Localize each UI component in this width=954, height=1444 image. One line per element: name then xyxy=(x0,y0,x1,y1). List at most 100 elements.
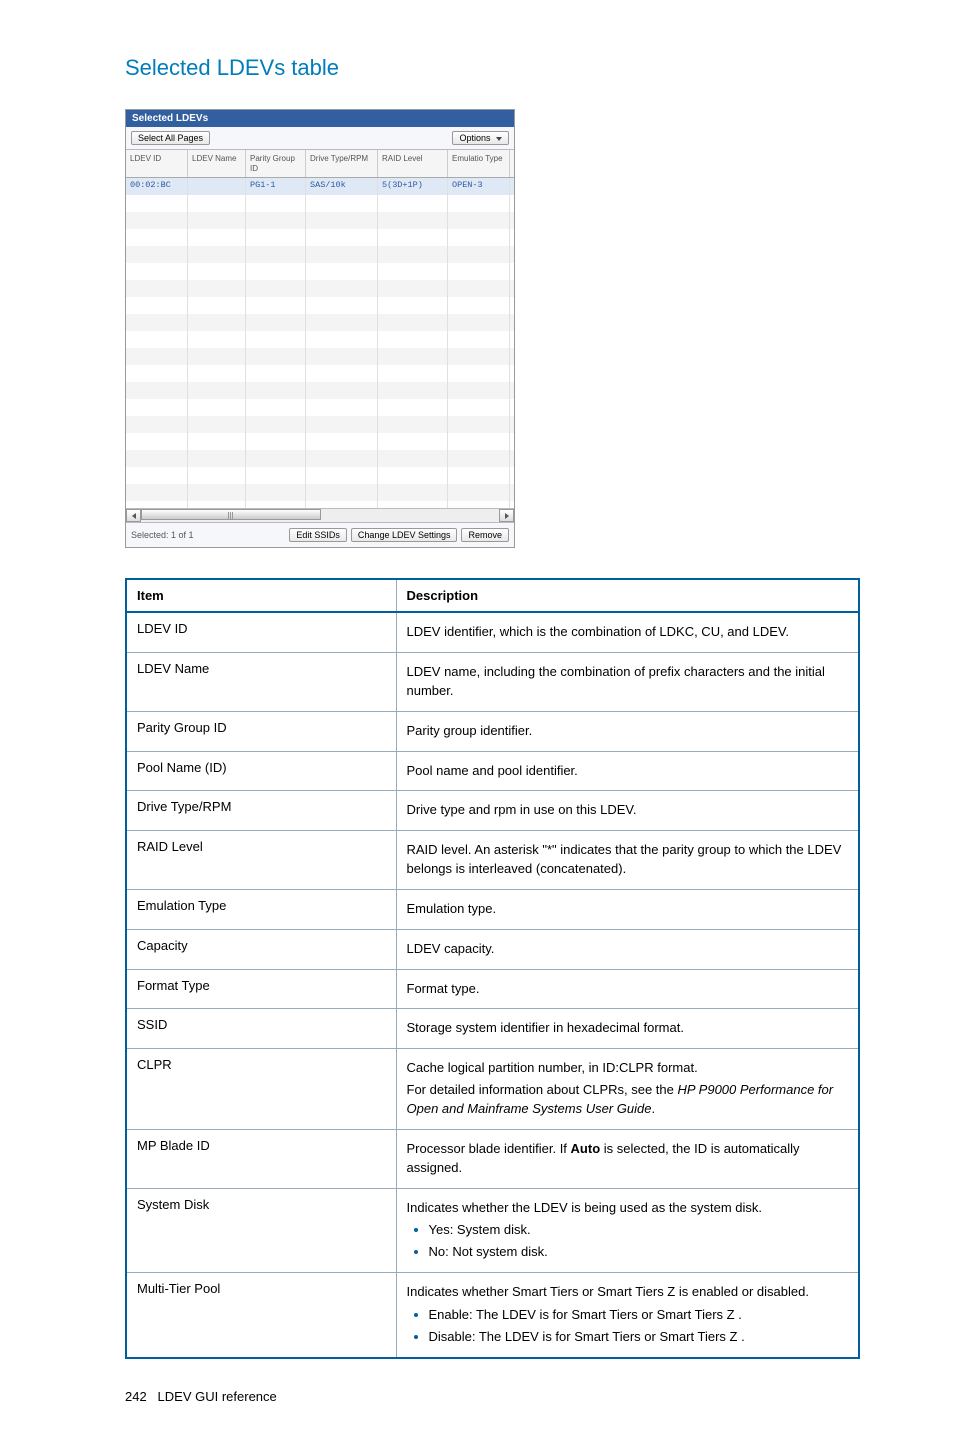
desc-row: System DiskIndicates whether the LDEV is… xyxy=(126,1188,859,1273)
table-cell xyxy=(448,416,510,433)
table-cell xyxy=(448,450,510,467)
table-cell xyxy=(126,229,188,246)
table-cell xyxy=(448,501,510,508)
desc-row: RAID LevelRAID level. An asterisk "*" in… xyxy=(126,831,859,890)
table-cell xyxy=(188,263,246,280)
desc-text: Emulation type. xyxy=(396,889,859,929)
table-cell xyxy=(246,467,306,484)
table-cell xyxy=(246,365,306,382)
table-row[interactable] xyxy=(126,297,514,314)
col-header-emu[interactable]: Emulatio Type xyxy=(448,150,510,177)
table-cell xyxy=(126,348,188,365)
table-cell xyxy=(126,280,188,297)
table-row[interactable] xyxy=(126,365,514,382)
table-cell xyxy=(378,229,448,246)
header-item: Item xyxy=(126,579,396,612)
scroll-right-button[interactable] xyxy=(499,509,514,522)
desc-text: LDEV capacity. xyxy=(396,929,859,969)
table-row[interactable] xyxy=(126,331,514,348)
table-row[interactable] xyxy=(126,348,514,365)
scroll-left-button[interactable] xyxy=(126,509,141,522)
col-header-drive[interactable]: Drive Type/RPM xyxy=(306,150,378,177)
table-row[interactable]: 00:02:BCPG1-1SAS/10k5(3D+1P)OPEN-3 xyxy=(126,178,514,195)
desc-header-row: Item Description xyxy=(126,579,859,612)
table-cell xyxy=(448,212,510,229)
table-cell xyxy=(306,331,378,348)
table-cell xyxy=(306,382,378,399)
table-cell: OPEN-3 xyxy=(448,178,510,195)
desc-item: LDEV Name xyxy=(126,653,396,712)
change-ldev-button[interactable]: Change LDEV Settings xyxy=(351,528,458,542)
col-header-parity[interactable]: Parity Group ID xyxy=(246,150,306,177)
col-header-ldev-id[interactable]: LDEV ID xyxy=(126,150,188,177)
table-row[interactable] xyxy=(126,314,514,331)
table-cell xyxy=(448,433,510,450)
table-cell xyxy=(378,348,448,365)
table-cell: 5(3D+1P) xyxy=(378,178,448,195)
table-cell xyxy=(306,501,378,508)
arrow-left-icon xyxy=(132,513,136,519)
desc-row: MP Blade IDProcessor blade identifier. I… xyxy=(126,1129,859,1188)
table-row[interactable] xyxy=(126,280,514,297)
desc-text: Drive type and rpm in use on this LDEV. xyxy=(396,791,859,831)
table-cell xyxy=(246,433,306,450)
panel-footer: Selected: 1 of 1 Edit SSIDs Change LDEV … xyxy=(126,523,514,547)
table-row[interactable] xyxy=(126,416,514,433)
horizontal-scrollbar[interactable] xyxy=(126,508,514,523)
desc-item: SSID xyxy=(126,1009,396,1049)
select-all-pages-button[interactable]: Select All Pages xyxy=(131,131,210,145)
table-cell xyxy=(448,280,510,297)
table-row[interactable] xyxy=(126,501,514,508)
table-cell xyxy=(188,433,246,450)
table-cell xyxy=(378,433,448,450)
table-row[interactable] xyxy=(126,195,514,212)
page-number: 242 xyxy=(125,1389,147,1404)
table-cell xyxy=(126,331,188,348)
table-cell xyxy=(126,467,188,484)
table-row[interactable] xyxy=(126,450,514,467)
table-cell xyxy=(246,280,306,297)
table-cell xyxy=(306,297,378,314)
panel-header: Selected LDEVs xyxy=(126,110,514,127)
col-header-ldev-name[interactable]: LDEV Name xyxy=(188,150,246,177)
table-cell xyxy=(378,399,448,416)
table-cell xyxy=(448,195,510,212)
desc-row: Emulation TypeEmulation type. xyxy=(126,889,859,929)
table-row[interactable] xyxy=(126,382,514,399)
table-cell xyxy=(188,450,246,467)
table-cell xyxy=(306,433,378,450)
options-label: Options xyxy=(459,133,490,143)
table-cell: PG1-1 xyxy=(246,178,306,195)
table-cell xyxy=(188,382,246,399)
table-cell xyxy=(246,450,306,467)
desc-text: Indicates whether the LDEV is being used… xyxy=(396,1188,859,1273)
table-row[interactable] xyxy=(126,229,514,246)
table-row[interactable] xyxy=(126,433,514,450)
table-cell xyxy=(448,382,510,399)
desc-row: Parity Group IDParity group identifier. xyxy=(126,711,859,751)
desc-item: RAID Level xyxy=(126,831,396,890)
table-cell xyxy=(126,212,188,229)
table-row[interactable] xyxy=(126,246,514,263)
table-cell xyxy=(126,382,188,399)
desc-item: LDEV ID xyxy=(126,612,396,652)
scroll-thumb[interactable] xyxy=(141,509,321,520)
remove-button[interactable]: Remove xyxy=(461,528,509,542)
table-row[interactable] xyxy=(126,263,514,280)
table-cell xyxy=(126,501,188,508)
table-cell xyxy=(448,246,510,263)
col-header-raid[interactable]: RAID Level xyxy=(378,150,448,177)
table-row[interactable] xyxy=(126,484,514,501)
scroll-track[interactable] xyxy=(141,509,499,522)
table-row[interactable] xyxy=(126,212,514,229)
chevron-down-icon xyxy=(496,137,502,141)
edit-ssids-button[interactable]: Edit SSIDs xyxy=(289,528,347,542)
options-button[interactable]: Options xyxy=(452,131,509,145)
table-cell xyxy=(126,297,188,314)
table-row[interactable] xyxy=(126,399,514,416)
table-cell xyxy=(306,280,378,297)
table-cell xyxy=(126,246,188,263)
selected-count: Selected: 1 of 1 xyxy=(131,530,194,540)
table-row[interactable] xyxy=(126,467,514,484)
table-cell xyxy=(188,416,246,433)
